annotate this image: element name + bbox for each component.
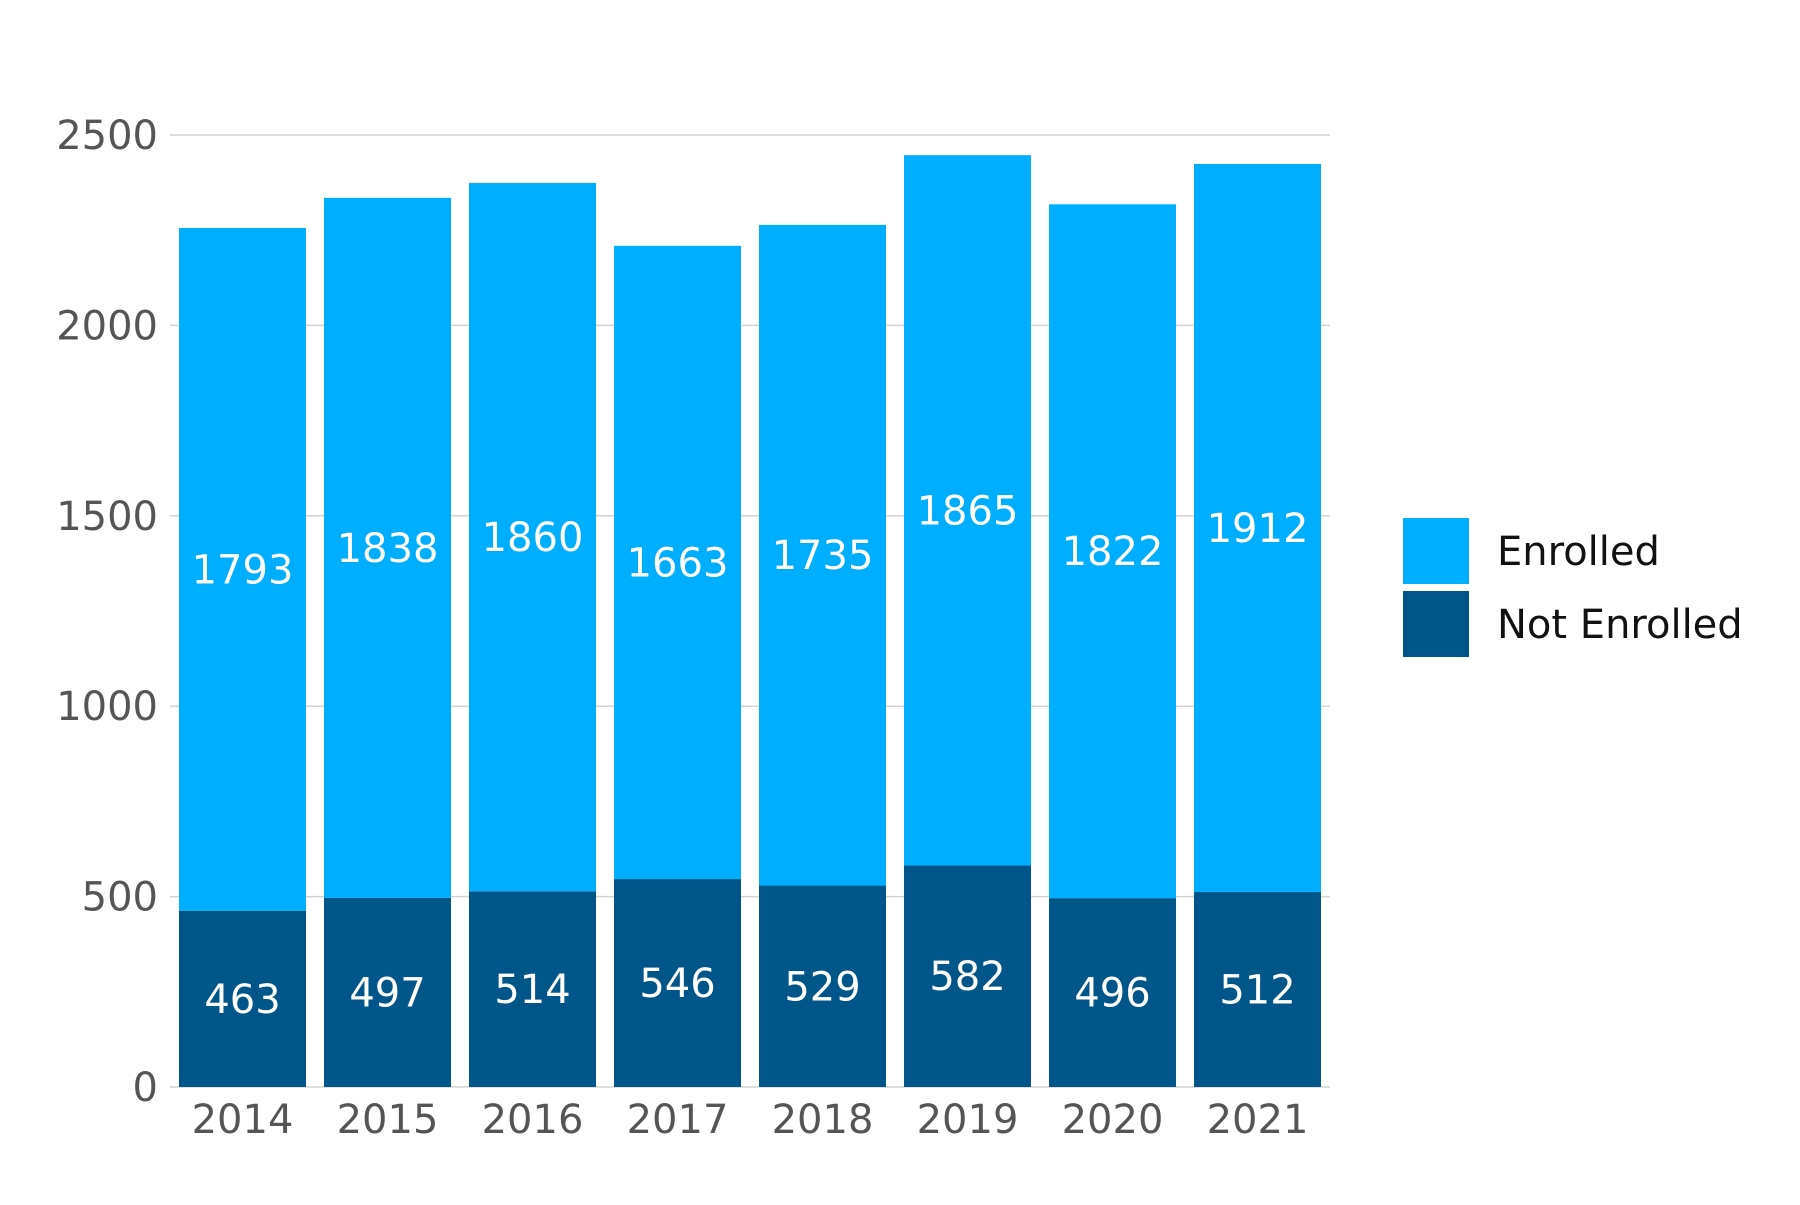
bar-value-label: 512 — [1219, 968, 1295, 1014]
bar-value-label: 463 — [204, 977, 280, 1023]
bar-value-label: 1838 — [337, 526, 439, 572]
bar-value-label: 1865 — [917, 488, 1019, 534]
bar-value-label: 546 — [639, 961, 715, 1007]
y-tick-label: 0 — [133, 1065, 158, 1111]
bar-value-label: 1912 — [1207, 506, 1309, 552]
legend: Enrolled Not Enrolled — [1403, 518, 1743, 657]
x-tick-label: 2019 — [917, 1097, 1019, 1143]
bar-value-label: 1663 — [627, 540, 729, 586]
y-tick-label: 1500 — [56, 494, 158, 540]
bar-segment — [1049, 898, 1176, 1087]
bar-segment — [904, 865, 1031, 1087]
bar-segment — [179, 227, 306, 911]
y-tick-label: 2500 — [56, 113, 158, 159]
x-tick-label: 2018 — [772, 1097, 874, 1143]
bar-value-labels: 463 1793 497 1838 514 1860 546 1663 529 1735 582 18… — [192, 488, 1309, 1023]
y-axis: 0 500 1000 1500 2000 2500 — [56, 113, 158, 1111]
legend-label: Enrolled — [1497, 529, 1660, 575]
bar-segment — [904, 155, 1031, 866]
bar-value-label: 497 — [349, 970, 425, 1016]
legend-swatch — [1403, 591, 1469, 657]
legend-label: Not Enrolled — [1497, 602, 1743, 648]
bar-segment — [1194, 163, 1321, 893]
x-tick-label: 2021 — [1207, 1097, 1309, 1143]
legend-swatch — [1403, 518, 1469, 584]
bar-segment — [759, 224, 886, 886]
y-tick-label: 1000 — [56, 684, 158, 730]
x-tick-label: 2017 — [627, 1097, 729, 1143]
bar-value-label: 1793 — [192, 547, 294, 593]
bar-value-label: 514 — [494, 967, 570, 1013]
bar-segment — [179, 910, 306, 1087]
bar-value-label: 1860 — [482, 515, 584, 561]
bar-segment — [1194, 892, 1321, 1087]
bar-segment — [614, 879, 741, 1087]
bar-value-label: 1735 — [772, 533, 874, 579]
bar-value-label: 1822 — [1062, 529, 1164, 575]
bar-segment — [614, 245, 741, 880]
bars — [179, 155, 1321, 1087]
bar-value-label: 582 — [929, 954, 1005, 1000]
bar-segment — [759, 885, 886, 1087]
bar-segment — [469, 182, 596, 892]
bar-value-label: 529 — [784, 964, 860, 1010]
x-tick-label: 2016 — [482, 1097, 584, 1143]
x-tick-label: 2015 — [337, 1097, 439, 1143]
bar-segment — [469, 891, 596, 1087]
x-tick-label: 2020 — [1062, 1097, 1164, 1143]
bar-value-label: 496 — [1074, 971, 1150, 1017]
bar-segment — [324, 197, 451, 898]
y-tick-label: 2000 — [56, 303, 158, 349]
y-tick-label: 500 — [82, 875, 158, 921]
x-tick-label: 2014 — [192, 1097, 294, 1143]
bar-segment — [1049, 204, 1176, 899]
x-axis: 2014 2015 2016 2017 2018 2019 2020 2021 — [192, 1097, 1309, 1143]
bar-segment — [324, 897, 451, 1087]
